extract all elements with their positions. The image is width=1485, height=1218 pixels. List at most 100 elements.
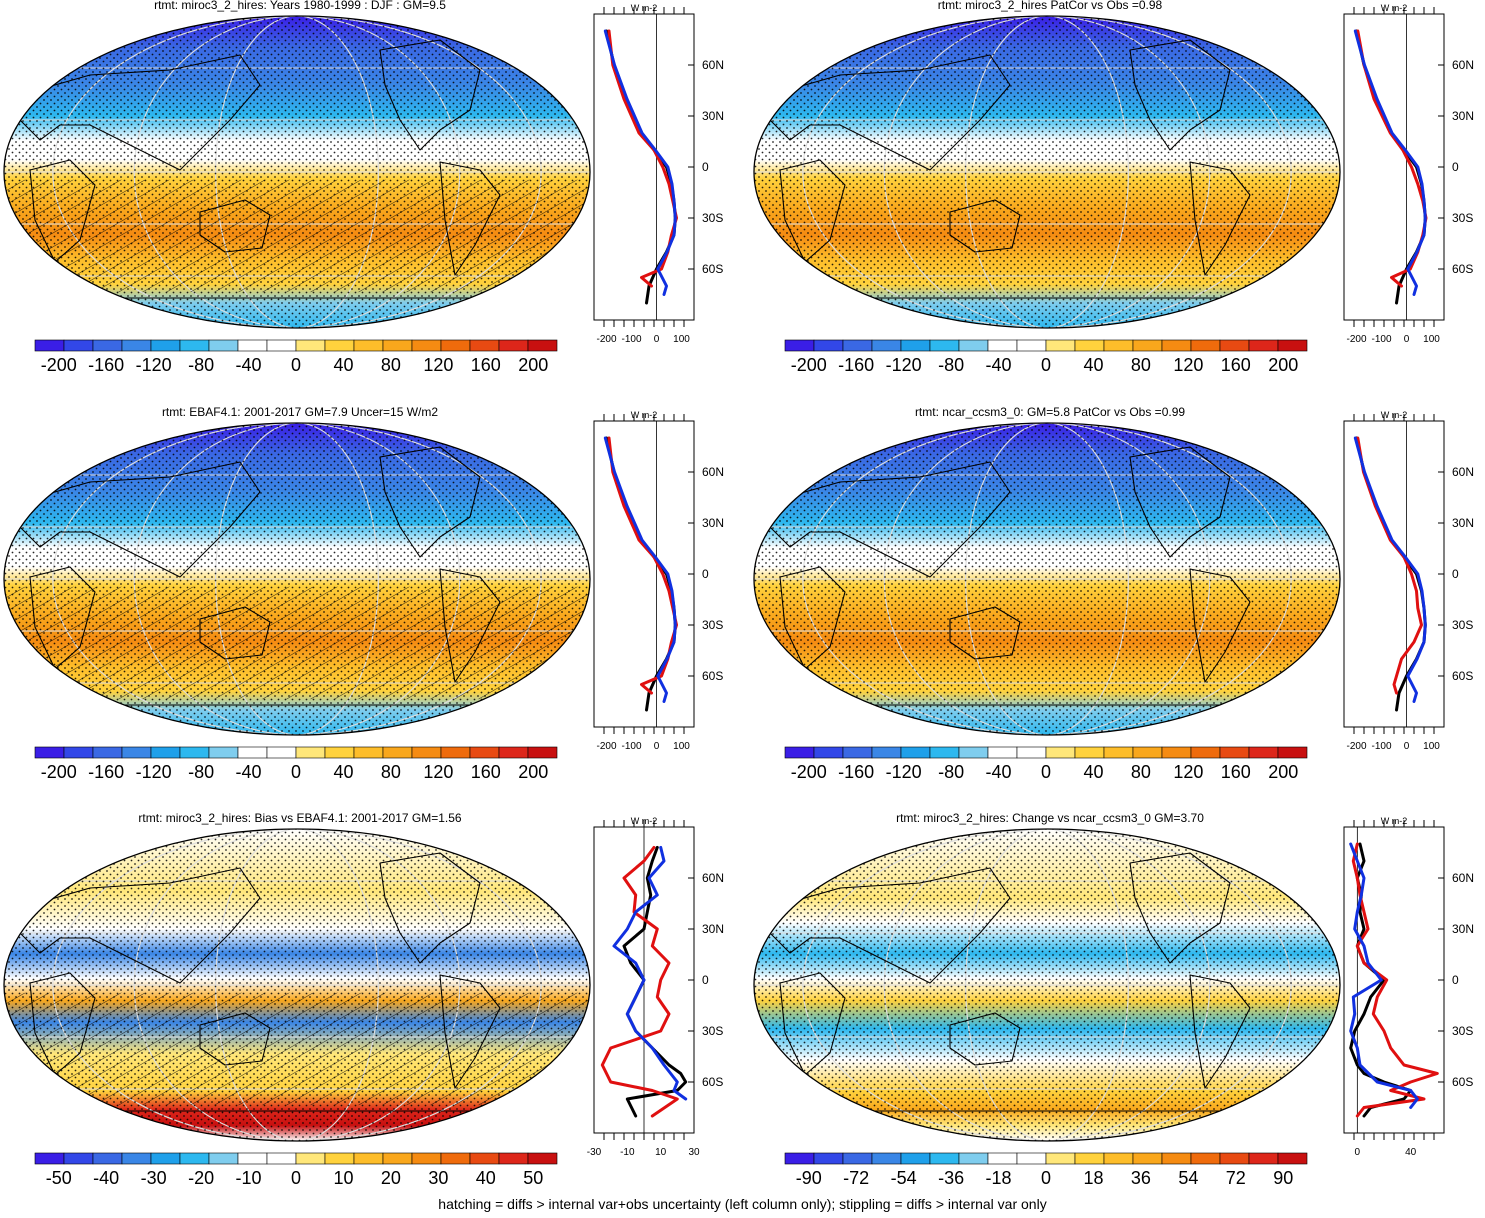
colorbar-tick-label: 0 bbox=[291, 355, 301, 375]
colorbar-tick-label: 80 bbox=[1131, 355, 1151, 375]
colorbar-box bbox=[121, 339, 152, 352]
colorbar-box bbox=[208, 1152, 239, 1165]
lat-tick-label: 30S bbox=[1452, 618, 1473, 632]
colorbar-tick-label: -80 bbox=[188, 762, 214, 782]
profile-series-line bbox=[1349, 842, 1419, 1109]
coastline bbox=[1129, 446, 1231, 558]
colorbar-box bbox=[871, 746, 902, 759]
colorbar-tick-label: -54 bbox=[891, 1168, 917, 1188]
profile-x-tick-label: 0 bbox=[1355, 1147, 1361, 1158]
coastline bbox=[779, 566, 846, 670]
colorbar-box bbox=[1074, 1152, 1105, 1165]
profile-x-tick-label: 100 bbox=[673, 334, 690, 345]
lat-tick-label: 0 bbox=[702, 567, 709, 581]
colorbar-box bbox=[1190, 339, 1221, 352]
map-border bbox=[3, 15, 591, 329]
profile-x-tick-label: 100 bbox=[1423, 334, 1440, 345]
coastline bbox=[1189, 568, 1251, 683]
coastline bbox=[29, 972, 96, 1076]
stippling bbox=[754, 829, 1340, 1141]
lat-tick-label: 0 bbox=[1452, 973, 1459, 987]
profile-unit-label: W m-2 bbox=[1381, 816, 1408, 826]
colorbar-tick-label: 200 bbox=[1268, 355, 1298, 375]
colorbar-tick-label: -80 bbox=[938, 355, 964, 375]
colorbar-box bbox=[382, 339, 413, 352]
lat-tick-label: 60S bbox=[1452, 1075, 1473, 1089]
colorbar-tick-label: 200 bbox=[518, 355, 548, 375]
colorbar-box bbox=[1161, 1152, 1192, 1165]
profile-x-tick-label: 40 bbox=[1405, 1147, 1417, 1158]
colorbar-box bbox=[1045, 746, 1076, 759]
colorbar-tick-label: 120 bbox=[1173, 762, 1203, 782]
colorbar-box bbox=[440, 339, 471, 352]
colorbar-box bbox=[208, 746, 239, 759]
colorbar-tick-label: 40 bbox=[333, 355, 353, 375]
colorbar-box bbox=[63, 1152, 94, 1165]
colorbar-box bbox=[842, 1152, 873, 1165]
colorbar-tick-label: 120 bbox=[423, 355, 453, 375]
colorbar-tick-label: 160 bbox=[471, 762, 501, 782]
colorbar-box bbox=[1045, 1152, 1076, 1165]
profile-series-line bbox=[600, 845, 679, 1118]
profile-unit-label: W m-2 bbox=[631, 816, 658, 826]
colorbar-box bbox=[987, 1152, 1018, 1165]
map-border bbox=[3, 828, 591, 1142]
colorbar-box bbox=[150, 339, 181, 352]
colorbar-box bbox=[1016, 339, 1047, 352]
colorbar-tick-label: -160 bbox=[88, 762, 124, 782]
profile-series-line bbox=[607, 29, 678, 288]
lat-tick-label: 0 bbox=[702, 973, 709, 987]
profile-x-tick-label: -100 bbox=[621, 334, 641, 345]
colorbar-box bbox=[1132, 1152, 1163, 1165]
colorbar-box bbox=[1248, 339, 1279, 352]
colorbar-box bbox=[34, 1152, 65, 1165]
colorbar-tick-label: 10 bbox=[333, 1168, 353, 1188]
profile-series-line bbox=[607, 436, 678, 695]
colorbar-box bbox=[324, 339, 355, 352]
coastline bbox=[1189, 974, 1251, 1089]
colorbar-box bbox=[469, 339, 500, 352]
colorbar-box bbox=[813, 1152, 844, 1165]
profile-x-tick-label: -200 bbox=[1346, 334, 1366, 345]
colorbar-tick-label: -90 bbox=[796, 1168, 822, 1188]
profile-x-tick-label: 0 bbox=[1404, 741, 1410, 752]
panel-title: rtmt: miroc3_2_hires PatCor vs Obs =0.98 bbox=[937, 0, 1163, 12]
colorbar-tick-label: 80 bbox=[381, 355, 401, 375]
profile-x-tick-label: 0 bbox=[1404, 334, 1410, 345]
colorbar-tick-label: 72 bbox=[1226, 1168, 1246, 1188]
profile-series-line bbox=[1353, 29, 1427, 296]
colorbar-tick-label: 80 bbox=[381, 762, 401, 782]
colorbar-box bbox=[324, 1152, 355, 1165]
colorbar-tick-label: -80 bbox=[188, 355, 214, 375]
colorbar-box bbox=[900, 746, 931, 759]
colorbar-box bbox=[411, 746, 442, 759]
colorbar-tick-label: 90 bbox=[1273, 1168, 1293, 1188]
colorbar-box bbox=[266, 339, 297, 352]
colorbar-box bbox=[1103, 1152, 1134, 1165]
colorbar: -200 -160 -120 -80 -40 0 40 80 120 160 200 bbox=[784, 746, 1308, 782]
colorbar-box bbox=[295, 1152, 326, 1165]
colorbar-box bbox=[266, 1152, 297, 1165]
hatching bbox=[4, 586, 590, 700]
colorbar-tick-label: -72 bbox=[843, 1168, 869, 1188]
colorbar-tick-label: -18 bbox=[986, 1168, 1012, 1188]
colorbar-box bbox=[929, 746, 960, 759]
colorbar-box bbox=[237, 1152, 268, 1165]
lat-tick-label: 60N bbox=[702, 871, 724, 885]
colorbar-box bbox=[1132, 746, 1163, 759]
colorbar-box bbox=[353, 1152, 384, 1165]
colorbar-tick-label: 36 bbox=[1131, 1168, 1151, 1188]
profile-x-tick-label: -10 bbox=[620, 1147, 635, 1158]
profile-x-tick-label: -100 bbox=[1371, 334, 1391, 345]
colorbar: -200 -160 -120 -80 -40 0 40 80 120 160 200 bbox=[34, 339, 558, 375]
colorbar-box bbox=[179, 1152, 210, 1165]
zonal-profile: W m-2 -200 -100 0 100 60N 30N 0 30S 60S bbox=[593, 410, 724, 752]
coastline bbox=[19, 54, 261, 171]
colorbar-box bbox=[382, 746, 413, 759]
colorbar-tick-label: 80 bbox=[1131, 762, 1151, 782]
colorbar-box bbox=[1016, 1152, 1047, 1165]
colorbar-box bbox=[871, 339, 902, 352]
lat-tick-label: 60S bbox=[1452, 262, 1473, 276]
colorbar-tick-label: 30 bbox=[428, 1168, 448, 1188]
colorbar: -90 -72 -54 -36 -18 0 18 36 54 72 90 bbox=[784, 1152, 1308, 1188]
